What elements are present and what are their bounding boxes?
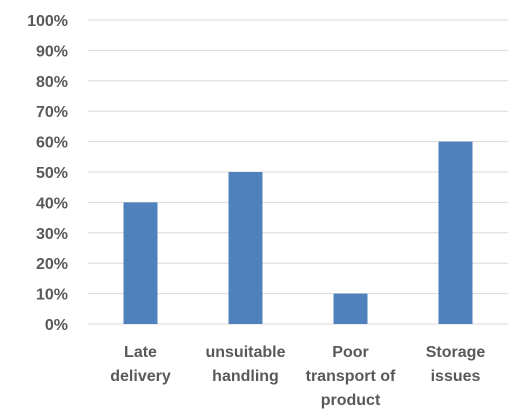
y-tick-label: 100% (27, 13, 68, 30)
gridlines (88, 19, 508, 325)
x-axis-category-labels: Late delivery unsuitable handling Poor transp… (110, 344, 485, 409)
x-category-label: Late (124, 344, 157, 361)
y-tick-label: 80% (36, 74, 68, 91)
x-category-label: issues (431, 368, 481, 385)
bar (333, 293, 368, 324)
y-tick-label: 20% (36, 256, 68, 273)
x-category-label: unsuitable (205, 344, 285, 361)
x-category-label: handling (212, 368, 279, 385)
bar (438, 141, 473, 324)
y-tick-label: 30% (36, 226, 68, 243)
bars (123, 141, 473, 324)
x-category-label: delivery (110, 368, 171, 385)
y-tick-label: 50% (36, 165, 68, 182)
y-axis-ticks: 0% 10% 20% 30% 40% 50% 60% 70% 80% 90% 100% (27, 13, 68, 334)
bar (228, 172, 263, 324)
y-tick-label: 0% (45, 317, 68, 334)
y-tick-label: 60% (36, 135, 68, 152)
bar (123, 202, 158, 324)
x-category-label: Poor (332, 344, 368, 361)
x-category-label: product (321, 392, 381, 409)
x-category-label: transport of (306, 368, 396, 385)
y-tick-label: 10% (36, 287, 68, 304)
y-tick-label: 40% (36, 195, 68, 212)
x-category-label: Storage (426, 344, 486, 361)
y-tick-label: 90% (36, 43, 68, 60)
y-tick-label: 70% (36, 104, 68, 121)
